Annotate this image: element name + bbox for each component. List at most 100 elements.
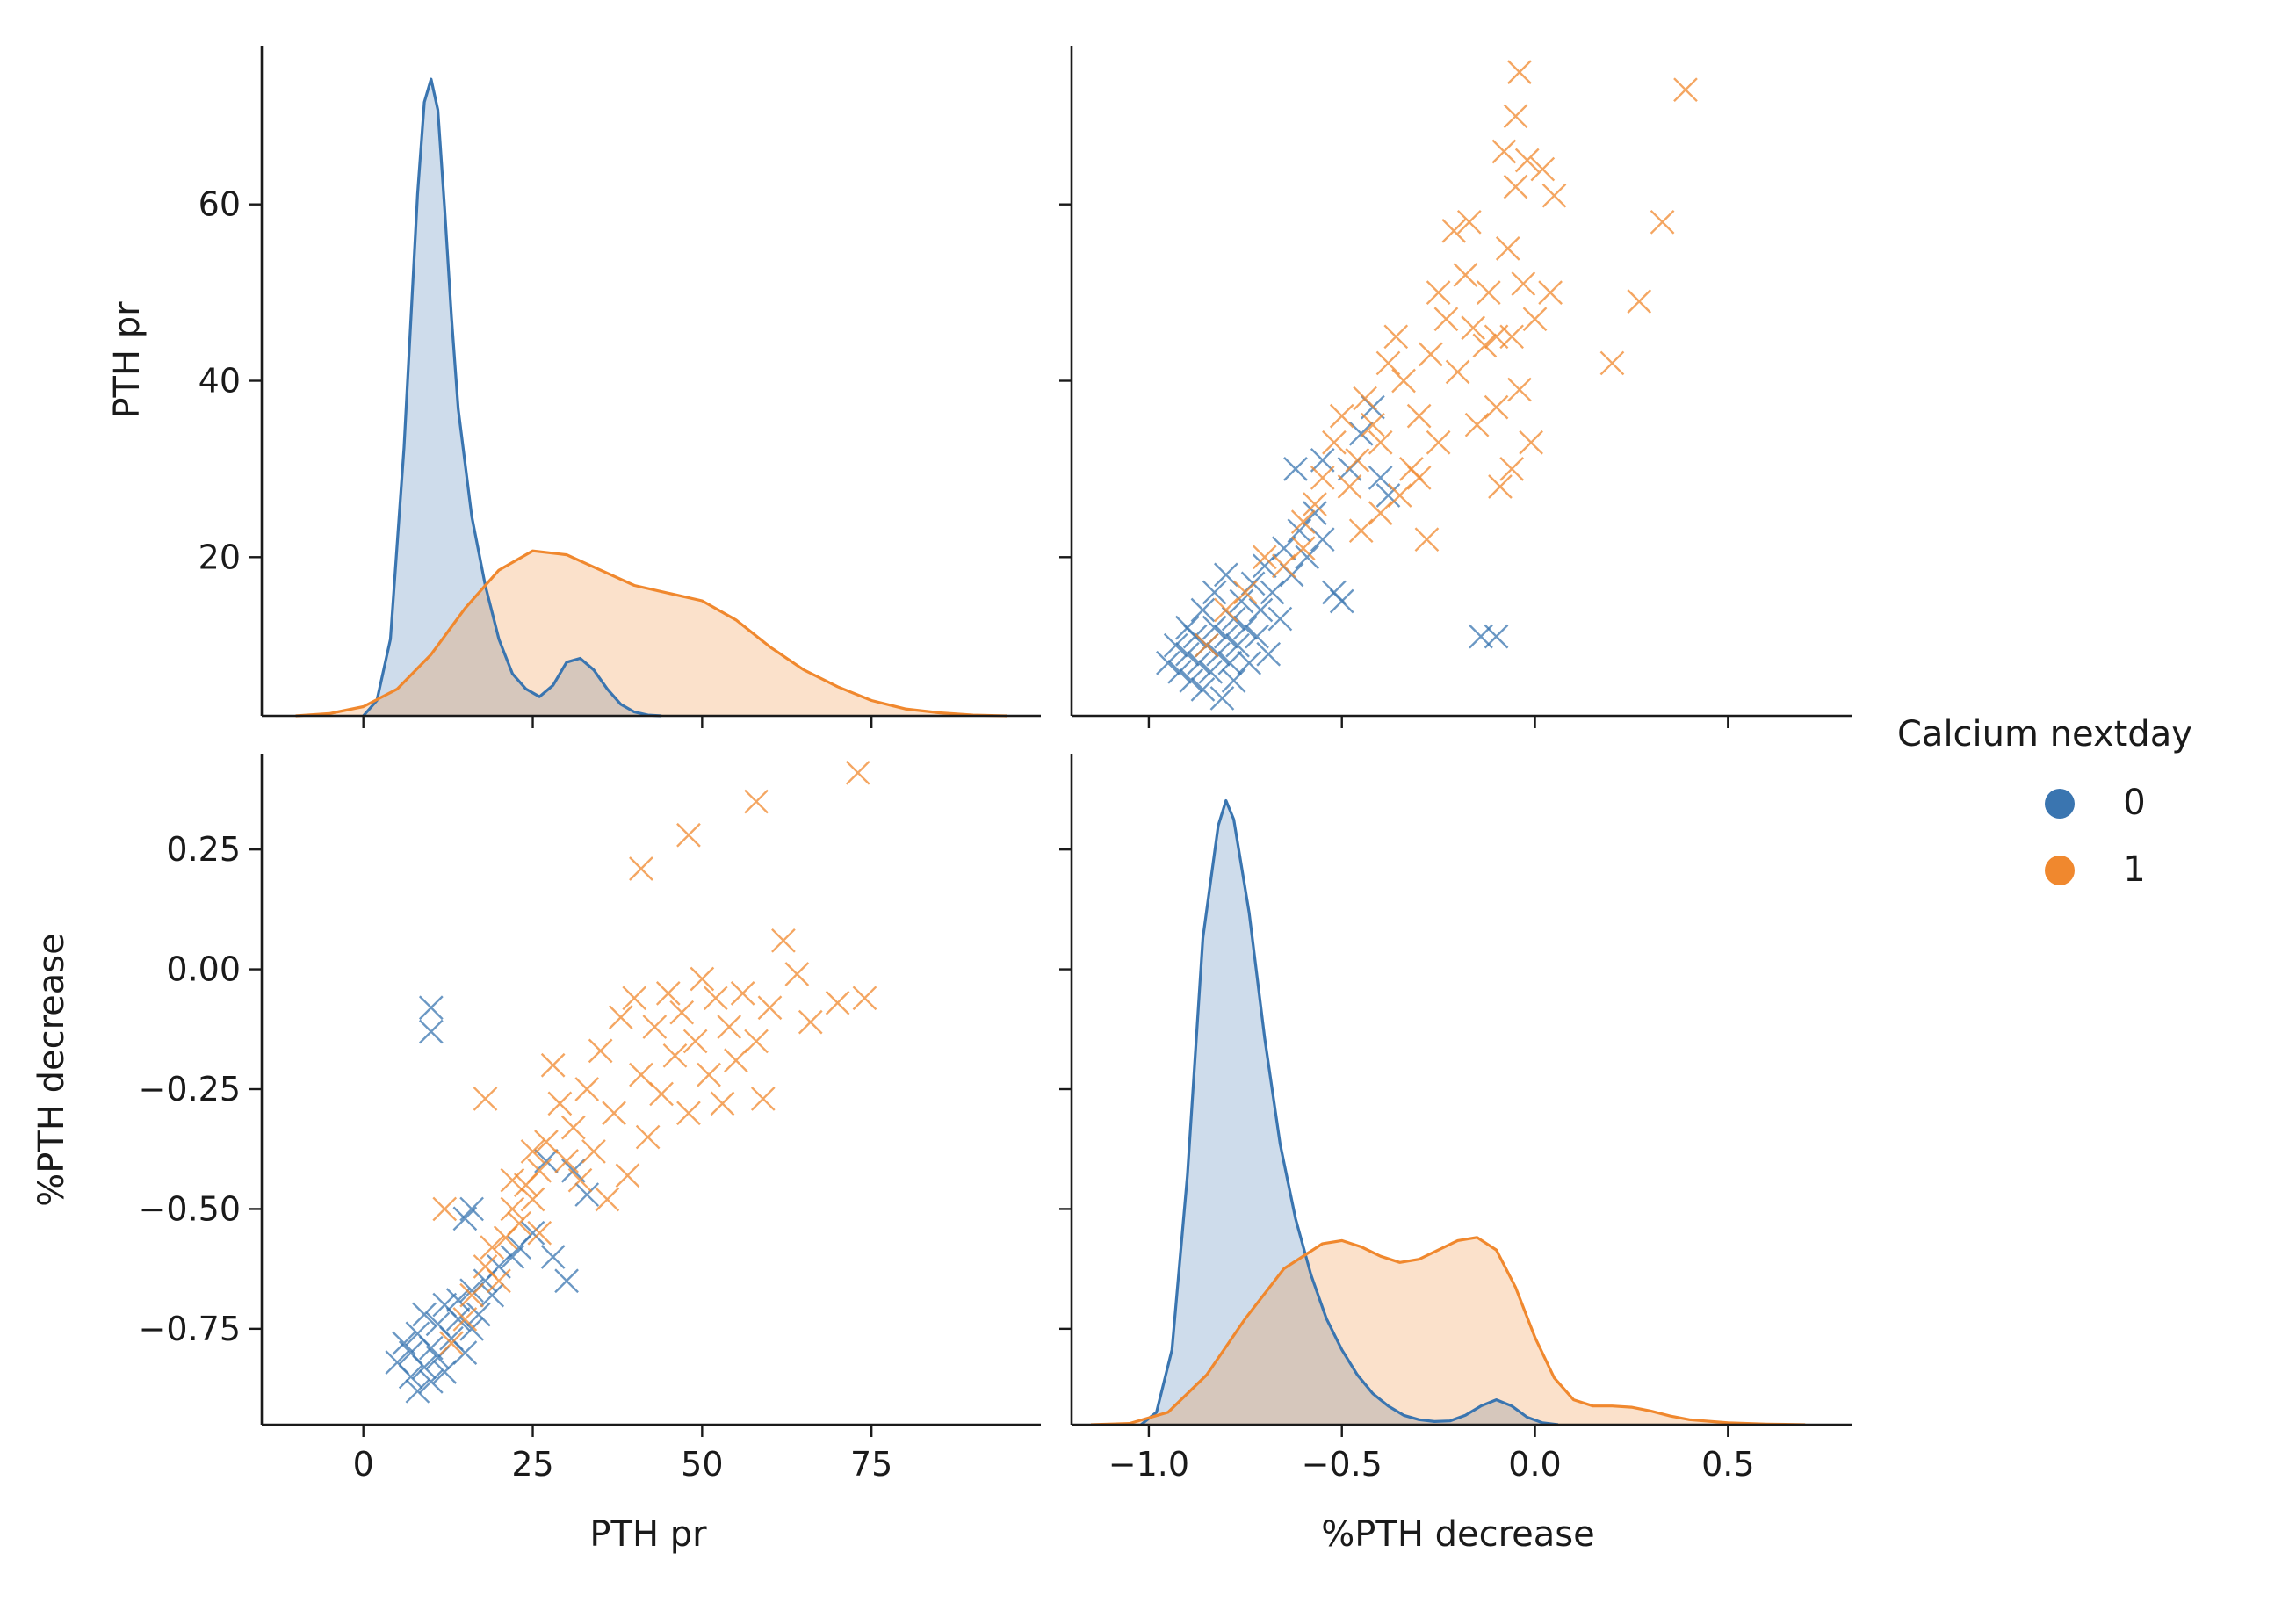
scatter-point-0-panel-2-7 [412, 1302, 437, 1327]
scatter-point-0-panel-2-30 [554, 1268, 579, 1294]
scatter-point-1-panel-1-50 [1650, 209, 1675, 235]
scatter-point-1-panel-2-17 [560, 1115, 586, 1140]
scatter-point-0-panel-1-26 [1245, 624, 1269, 649]
scatter-point-1-panel-2-14 [540, 1052, 566, 1078]
scatter-point-1-panel-1-17 [1391, 368, 1416, 394]
scatter-point-1-panel-2-0 [439, 1331, 464, 1356]
scatter-point-0-panel-2-5 [405, 1378, 430, 1404]
scatter-point-1-panel-1-31 [1476, 280, 1501, 305]
scatter-point-1-panel-1-32 [1484, 394, 1509, 420]
scatter-point-0-panel-1-36 [1303, 501, 1327, 525]
kde-line-1-panel-3 [1090, 1236, 1806, 1426]
scatter-point-1-panel-1-51 [1673, 77, 1698, 103]
x-tick-label-3-1: −0.5 [1302, 1445, 1383, 1484]
scatter-point-1-panel-2-31 [655, 981, 681, 1006]
x-tick-label-2-0: 0 [353, 1445, 374, 1484]
x-axis-label-left: PTH pr [589, 1514, 707, 1555]
scatter-point-0-panel-2-28 [452, 1206, 478, 1231]
scatter-point-0-panel-1-13 [1202, 580, 1227, 605]
scatter-point-1-panel-2-19 [574, 1077, 600, 1101]
scatter-point-1-panel-1-30 [1472, 333, 1498, 358]
kde-fill-1-panel-0 [295, 551, 1007, 716]
scatter-point-1-panel-1-52 [1406, 466, 1432, 490]
scatter-point-1-panel-1-3 [1252, 545, 1277, 570]
scatter-point-0-panel-2-32 [574, 1182, 600, 1207]
x-axis-label-right: %PTH decrease [1321, 1514, 1594, 1555]
scatter-point-0-panel-1-21 [1225, 632, 1250, 658]
y-tick-label-2-1: −0.50 [139, 1189, 241, 1228]
scatter-point-1-panel-2-35 [682, 1029, 708, 1054]
scatter-point-0-panel-1-12 [1202, 615, 1227, 640]
scatter-point-1-panel-1-58 [1484, 324, 1509, 350]
scatter-point-1-panel-2-32 [662, 1043, 688, 1068]
scatter-point-0-panel-1-34 [1287, 518, 1312, 544]
scatter-points [385, 60, 1698, 1404]
scatter-point-0-panel-1-14 [1206, 641, 1231, 667]
scatter-point-0-panel-2-35 [418, 1019, 444, 1044]
scatter-point-1-panel-2-30 [649, 1081, 674, 1107]
scatter-point-1-panel-2-21 [588, 1038, 613, 1064]
scatter-point-0-panel-1-23 [1232, 615, 1258, 640]
x-tick-label-3-0: −1.0 [1108, 1445, 1189, 1484]
scatter-point-1-panel-2-10 [520, 1187, 545, 1212]
scatter-point-1-panel-1-8 [1322, 430, 1347, 455]
scatter-point-1-panel-2-24 [608, 1005, 633, 1029]
scatter-point-0-panel-1-37 [1310, 527, 1335, 552]
scatter-point-1-panel-1-28 [1461, 315, 1486, 341]
scatter-point-1-panel-1-53 [1387, 483, 1412, 508]
x-tick-label-2-3: 75 [850, 1445, 892, 1484]
scatter-point-0-panel-1-16 [1213, 624, 1238, 649]
kde-line-0-panel-3 [1140, 798, 1559, 1426]
scatter-point-1-panel-1-9 [1329, 403, 1354, 429]
kde-line-0-panel-0 [362, 77, 662, 718]
scatter-point-0-panel-2-29 [540, 1245, 566, 1269]
scatter-point-1-panel-2-7 [500, 1196, 525, 1222]
y-tick-label-2-3: 0.00 [166, 950, 241, 989]
scatter-point-1-panel-1-42 [1491, 139, 1517, 164]
scatter-point-1-panel-2-26 [622, 986, 647, 1011]
scatter-point-0-panel-2-34 [418, 995, 444, 1021]
scatter-point-1-panel-2-33 [669, 1000, 695, 1025]
scatter-point-0-panel-1-29 [1256, 641, 1282, 667]
scatter-point-1-panel-2-56 [500, 1167, 525, 1193]
scatter-point-1-panel-2-15 [547, 1091, 573, 1116]
scatter-point-1-panel-1-47 [1538, 280, 1563, 305]
scatter-point-1-panel-1-55 [1348, 518, 1374, 544]
scatter-point-1-panel-2-40 [717, 1015, 742, 1039]
scatter-point-0-panel-1-30 [1260, 580, 1285, 605]
scatter-point-1-panel-1-33 [1488, 474, 1513, 499]
scatter-point-0-panel-2-2 [398, 1364, 423, 1390]
scatter-point-0-panel-1-6 [1182, 624, 1208, 649]
scatter-point-1-panel-2-52 [676, 822, 701, 848]
scatter-point-0-panel-1-7 [1187, 650, 1211, 675]
scatter-point-0-panel-1-32 [1271, 536, 1296, 561]
scatter-point-1-panel-1-41 [1522, 307, 1548, 332]
scatter-point-1-panel-1-34 [1495, 236, 1520, 261]
scatter-point-1-panel-1-38 [1511, 271, 1536, 296]
scatter-point-0-panel-1-43 [1368, 466, 1393, 490]
y-tick-label-0-0: 20 [199, 538, 241, 576]
scatter-point-1-panel-2-34 [676, 1101, 701, 1126]
y-tick-label-2-0: −0.75 [139, 1310, 241, 1348]
scatter-point-1-panel-1-43 [1503, 104, 1528, 129]
scatter-point-1-panel-1-39 [1514, 148, 1540, 173]
scatter-point-1-panel-1-22 [1426, 280, 1451, 305]
scatter-point-1-panel-2-11 [527, 1158, 552, 1183]
scatter-point-1-panel-2-50 [852, 986, 877, 1011]
scatter-point-1-panel-2-5 [487, 1268, 511, 1294]
scatter-point-1-panel-2-25 [615, 1163, 640, 1188]
x-tick-label-2-2: 50 [681, 1445, 723, 1484]
scatter-point-1-panel-1-56 [1426, 430, 1451, 455]
scatter-point-1-panel-2-47 [784, 962, 810, 986]
legend-label-1: 1 [2123, 849, 2145, 890]
scatter-point-1-panel-2-43 [744, 1029, 769, 1054]
scatter-point-1-panel-2-37 [697, 1062, 721, 1087]
scatter-point-1-panel-1-6 [1303, 492, 1327, 516]
scatter-point-1-panel-2-20 [581, 1139, 606, 1164]
scatter-point-1-panel-1-14 [1368, 430, 1393, 455]
scatter-point-1-panel-2-39 [710, 1091, 735, 1116]
scatter-point-1-panel-2-13 [534, 1130, 559, 1154]
y-axis-label-top: PTH pr [107, 301, 148, 419]
scatter-point-0-panel-1-24 [1237, 650, 1262, 675]
y-tick-label-2-4: 0.25 [166, 830, 241, 869]
